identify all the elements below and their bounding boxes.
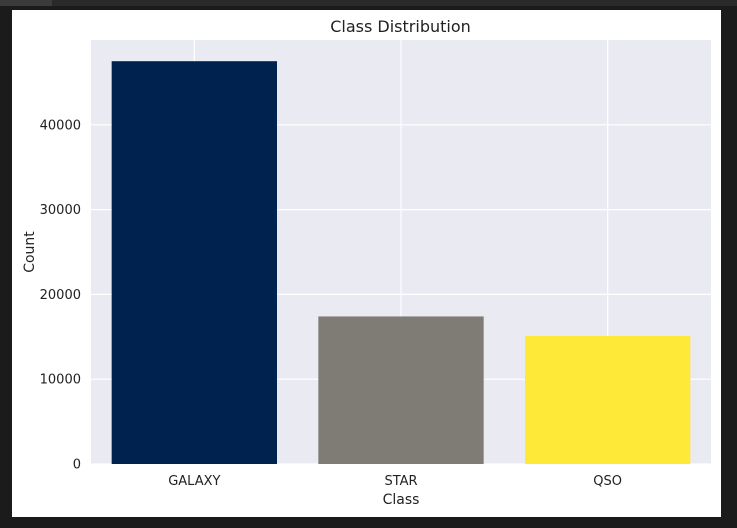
figure-canvas: Class Distribution 0 10000 20000 30000 40000… <box>12 10 721 517</box>
x-tick-label: QSO <box>593 474 622 489</box>
y-tick-label: 10000 <box>40 373 81 388</box>
bar-star <box>318 316 484 464</box>
x-tick-label: GALAXY <box>168 474 220 489</box>
y-tick-labels: 0 10000 20000 30000 40000 <box>40 118 81 472</box>
y-tick-label: 0 <box>73 458 81 473</box>
bar-qso <box>525 335 691 464</box>
y-axis-title: Count <box>22 231 38 273</box>
x-tick-labels: GALAXY STAR QSO <box>168 474 622 489</box>
chart-title: Class Distribution <box>330 17 471 36</box>
y-tick-label: 20000 <box>40 288 81 303</box>
y-tick-label: 40000 <box>40 118 81 133</box>
x-tick-label: STAR <box>384 474 417 489</box>
window-top-bar <box>0 0 737 6</box>
bars <box>111 61 691 464</box>
window-tab[interactable] <box>0 0 52 6</box>
y-tick-label: 30000 <box>40 203 81 218</box>
bar-chart: Class Distribution 0 10000 20000 30000 40000… <box>22 17 711 508</box>
x-axis-title: Class <box>383 492 420 508</box>
bar-galaxy <box>111 61 278 464</box>
